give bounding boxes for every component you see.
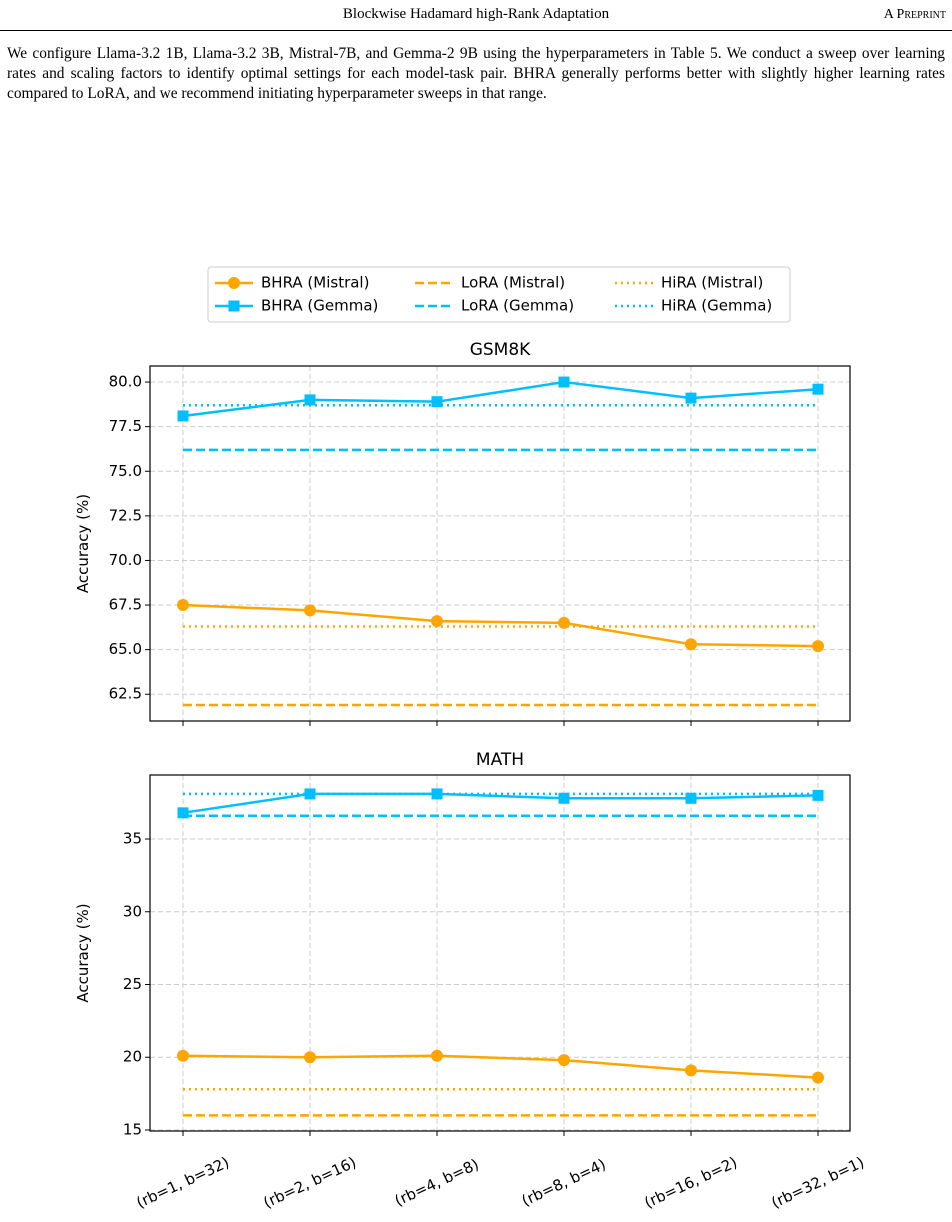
y-tick-label: 72.5 (109, 506, 142, 524)
series-line (182, 380, 819, 418)
marker (685, 392, 697, 404)
legend-label: BHRA (Gemma) (261, 297, 378, 315)
marker (304, 394, 316, 406)
legend-frame (207, 266, 791, 323)
x-tick-label: (rb=8, b=4) (519, 1155, 609, 1210)
marker (558, 792, 570, 804)
x-tick-label: (rb=16, b=2) (642, 1153, 740, 1212)
marker (558, 1054, 570, 1067)
header: Blockwise Hadamard high-Rank Adaptation … (0, 4, 952, 31)
marker (431, 396, 443, 408)
x-tick-label: (rb=32, b=1) (769, 1153, 867, 1212)
marker (177, 410, 189, 422)
series-line (182, 792, 819, 815)
series-line (182, 1054, 819, 1079)
x-tick-label: (rb=1, b=32) (134, 1153, 232, 1212)
y-tick-label: 15 (123, 1120, 142, 1138)
legend-label: LoRA (Gemma) (461, 297, 574, 315)
marker (685, 1064, 697, 1077)
header-title: Blockwise Hadamard high-Rank Adaptation (342, 6, 610, 22)
marker (304, 1051, 316, 1064)
header-label: A Preprint (883, 7, 946, 22)
legend-marker (228, 277, 240, 289)
marker (812, 1071, 824, 1084)
y-tick-label: 67.5 (109, 596, 142, 614)
y-tick-label: 35 (123, 830, 142, 848)
paragraph: We configure Llama-3.2 1B, Llama-3.2 3B,… (7, 45, 945, 102)
y-tick-label: 70.0 (109, 551, 142, 569)
legend-label: LoRA (Mistral) (461, 274, 565, 292)
legend-label: HiRA (Mistral) (661, 274, 763, 292)
chart-title: GSM8K (470, 340, 531, 360)
y-axis-label: Accuracy (%) (74, 494, 92, 593)
y-tick-label: 20 (123, 1048, 142, 1066)
marker (177, 807, 189, 819)
y-tick-label: 65.0 (109, 640, 142, 658)
plot-frame (149, 774, 851, 1132)
y-axis-label: Accuracy (%) (74, 903, 92, 1002)
series-line (182, 603, 819, 648)
marker (812, 383, 824, 395)
legend-marker (228, 300, 240, 312)
marker (177, 1049, 189, 1062)
legend-label: HiRA (Gemma) (661, 297, 772, 315)
plot-frame (149, 365, 851, 722)
y-tick-label: 80.0 (109, 373, 142, 391)
marker (304, 604, 316, 617)
marker (431, 1049, 443, 1062)
marker (685, 638, 697, 651)
marker (812, 789, 824, 801)
chart-title: MATH (476, 750, 524, 770)
marker (685, 792, 697, 804)
x-tick-label: (rb=4, b=8) (392, 1155, 482, 1210)
y-tick-label: 25 (123, 975, 142, 993)
x-tick-label: (rb=2, b=16) (261, 1153, 359, 1212)
y-tick-label: 30 (123, 902, 142, 920)
y-tick-label: 77.5 (109, 417, 142, 435)
marker (431, 615, 443, 628)
marker (558, 376, 570, 388)
legend: BHRA (Mistral) BHRA (Gemma) LoRA (Mistral)… (207, 266, 791, 323)
marker (177, 599, 189, 612)
legend-label: BHRA (Mistral) (261, 274, 369, 292)
y-tick-label: 75.0 (109, 462, 142, 480)
marker (812, 640, 824, 653)
y-tick-label: 62.5 (109, 685, 142, 703)
